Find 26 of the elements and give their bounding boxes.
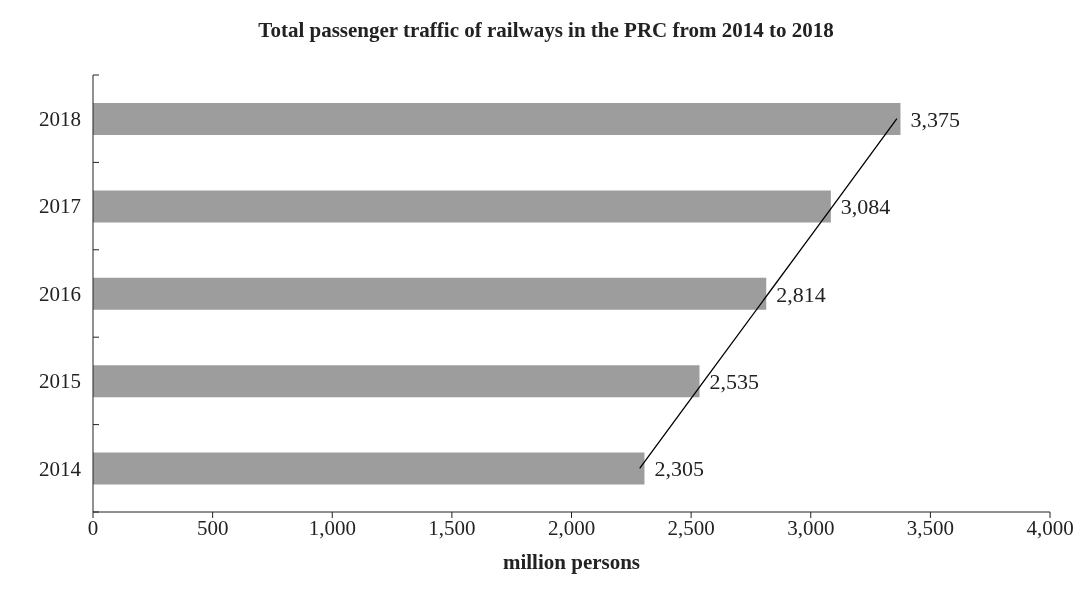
x-tick-label: 2,000 <box>547 515 596 540</box>
bar <box>93 190 831 223</box>
x-axis-title: million persons <box>501 550 642 575</box>
y-tick-label: 2018 <box>39 107 81 132</box>
x-tick-label: 3,500 <box>906 515 954 540</box>
y-tick-label: 2017 <box>39 194 81 219</box>
bar <box>93 277 767 310</box>
y-tick-label: 2015 <box>39 369 81 394</box>
bar <box>93 365 700 398</box>
data-label: 2,305 <box>654 456 704 482</box>
x-tick-label: 500 <box>196 515 229 540</box>
chart-title: Total passenger traffic of railways in the PRC from 2014 to 2018 <box>257 18 835 43</box>
x-tick-label: 1,000 <box>308 515 356 540</box>
bar <box>93 103 901 135</box>
data-label: 3,375 <box>910 106 960 132</box>
data-label: 2,814 <box>776 281 826 307</box>
x-tick-label: 4,000 <box>1026 515 1074 540</box>
y-tick-label: 2014 <box>39 456 82 481</box>
x-tick-label: 2,500 <box>667 515 715 540</box>
x-tick-label: 0 <box>87 515 99 540</box>
bar <box>93 452 645 485</box>
x-tick-label: 3,000 <box>787 515 835 540</box>
y-tick-label: 2016 <box>39 281 81 306</box>
x-tick-label: 1,500 <box>428 515 476 540</box>
data-label: 3,084 <box>840 194 891 220</box>
data-label: 2,535 <box>709 368 759 394</box>
